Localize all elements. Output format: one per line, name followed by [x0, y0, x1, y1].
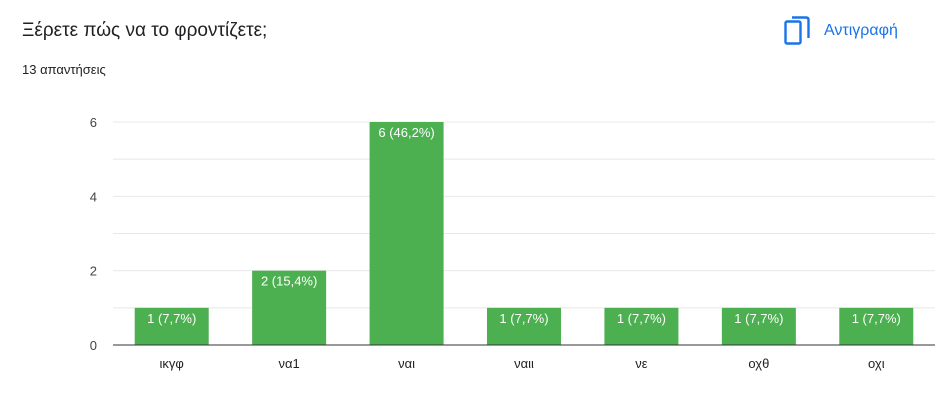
y-tick-label: 4: [90, 189, 97, 204]
copy-button[interactable]: Αντιγραφή: [784, 14, 898, 48]
data-label: 1 (7,7%): [147, 311, 196, 326]
data-label: 6 (46,2%): [378, 125, 434, 140]
category-label: να1: [279, 356, 300, 371]
y-tick-label: 0: [90, 338, 97, 353]
bar[interactable]: [604, 307, 679, 345]
category-label: ικγφ: [160, 356, 184, 371]
copy-label: Αντιγραφή: [824, 22, 898, 39]
category-label: οχθ: [748, 356, 769, 371]
data-label: 1 (7,7%): [617, 311, 666, 326]
y-tick-label: 2: [90, 264, 97, 279]
bar[interactable]: [487, 307, 561, 345]
bar[interactable]: [721, 307, 796, 345]
category-label: ναιι: [514, 356, 534, 371]
data-label: 1 (7,7%): [852, 311, 901, 326]
bar[interactable]: [839, 307, 914, 345]
data-label: 1 (7,7%): [734, 311, 783, 326]
copy-icon: [784, 16, 810, 46]
question-title: Ξέρετε πώς να το φροντίζετε;: [22, 20, 268, 41]
data-label: 2 (15,4%): [261, 274, 317, 289]
bar[interactable]: [134, 307, 209, 345]
category-label: νε: [635, 356, 648, 371]
bar[interactable]: [369, 122, 444, 345]
y-tick-label: 6: [90, 115, 97, 130]
grid-lines: [113, 121, 935, 309]
bar[interactable]: [252, 270, 327, 345]
bars: 1 (7,7%) 2 (15,4%) 6 (46,2%) 1 (7,7%) 1 (7,7…: [134, 122, 914, 345]
category-label: οχι: [868, 356, 885, 371]
responses-count: 13 απαντήσεις: [22, 62, 106, 77]
y-axis-ticks: 0 2 4 6: [90, 115, 97, 353]
data-label: 1 (7,7%): [499, 311, 548, 326]
category-label: ναι: [398, 356, 415, 371]
category-labels: ικγφ να1 ναι ναιι νε οχθ οχι: [160, 356, 885, 371]
